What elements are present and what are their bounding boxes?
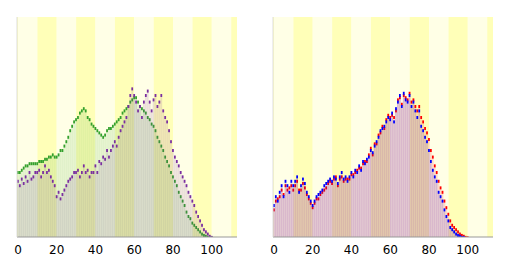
svg-text:100: 100 — [200, 243, 223, 256]
svg-text:100: 100 — [456, 243, 479, 256]
svg-text:60: 60 — [127, 243, 142, 256]
svg-text:20: 20 — [49, 243, 64, 256]
svg-text:60: 60 — [383, 243, 398, 256]
svg-text:80: 80 — [421, 243, 436, 256]
svg-text:40: 40 — [344, 243, 359, 256]
svg-text:0: 0 — [14, 243, 22, 256]
svg-text:80: 80 — [165, 243, 180, 256]
svg-text:0: 0 — [270, 243, 278, 256]
svg-text:20: 20 — [305, 243, 320, 256]
svg-text:40: 40 — [88, 243, 103, 256]
